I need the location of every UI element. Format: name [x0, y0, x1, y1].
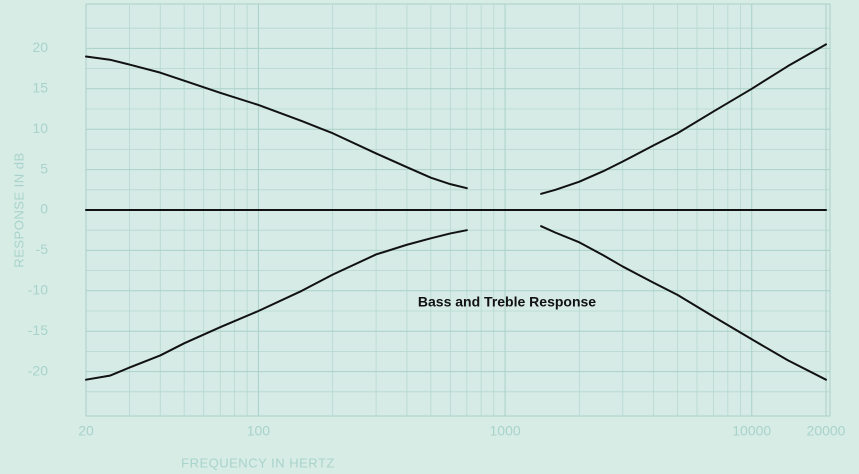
marks — [85, 43, 827, 381]
y-tick-label: 20 — [32, 39, 48, 55]
y-tick-label: 5 — [40, 160, 48, 176]
response-curve — [540, 225, 827, 381]
y-tick-label: 10 — [32, 120, 48, 136]
annotation: Bass and Treble Response — [418, 294, 596, 310]
x-tick-label: 10000 — [732, 423, 771, 439]
x-tick-label: 100 — [247, 423, 271, 439]
y-tick-label: -20 — [28, 362, 48, 378]
y-tick-label: 0 — [40, 201, 48, 217]
x-axis-label: FREQUENCY IN HERTZ — [181, 455, 335, 470]
x-tick-label: 1000 — [490, 423, 521, 439]
y-tick-label: -10 — [28, 282, 48, 298]
response-curve — [85, 229, 468, 381]
response-curve — [540, 43, 827, 195]
y-axis-label: RESPONSE IN dB — [11, 152, 26, 267]
x-tick-label: 20000 — [807, 423, 846, 439]
response-curve — [85, 55, 468, 190]
y-tick-label: 15 — [32, 80, 48, 96]
y-tick-label: -5 — [36, 241, 49, 257]
y-tick-label: -15 — [28, 322, 48, 338]
x-tick-label: 20 — [78, 423, 94, 439]
